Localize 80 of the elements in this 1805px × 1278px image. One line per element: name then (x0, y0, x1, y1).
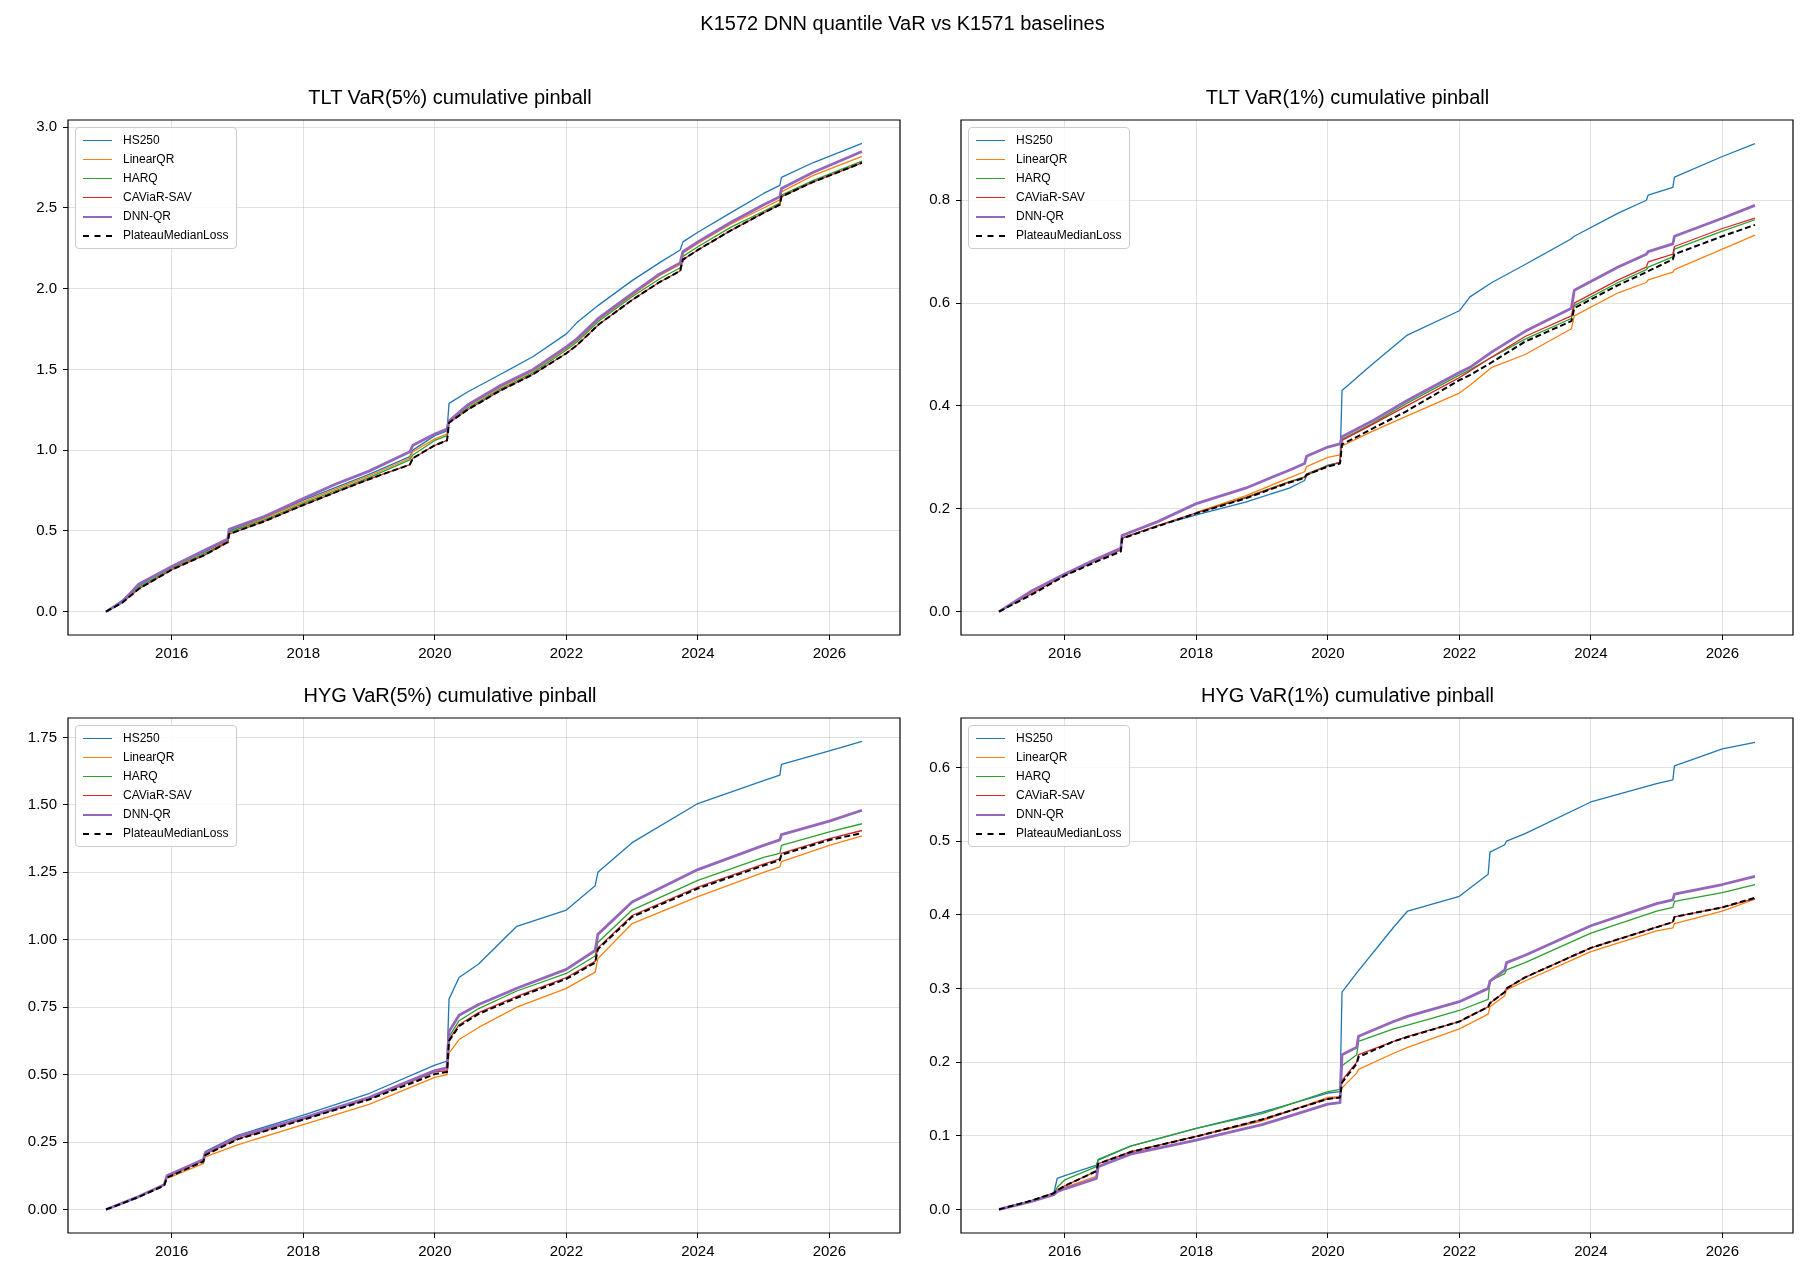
y-tick-label: 0.4 (929, 904, 950, 922)
x-tick-label: 2024 (1574, 1242, 1608, 1260)
x-tick-label: 2020 (418, 1242, 452, 1260)
legend-label: PlateauMedianLoss (1016, 825, 1122, 842)
legend-label: HARQ (1016, 170, 1051, 187)
y-tick-label: 0.6 (929, 293, 950, 311)
y-tick-label: 0.2 (929, 1052, 950, 1070)
x-tick-label: 2020 (418, 644, 452, 662)
y-tick-label: 1.75 (27, 727, 57, 745)
legend-label: DNN-QR (1016, 208, 1064, 225)
y-tick-label: 0.75 (27, 997, 57, 1015)
y-tick-label: 0.0 (929, 1199, 950, 1217)
legend-label: CAViaR-SAV (123, 189, 192, 206)
x-tick-label: 2016 (155, 644, 189, 662)
y-tick-label: 2.0 (36, 278, 57, 296)
legend-label: HARQ (123, 170, 158, 187)
legend-label: DNN-QR (123, 806, 171, 823)
y-tick-label: 1.00 (27, 929, 57, 947)
legend-label: HS250 (1016, 730, 1053, 747)
y-tick-label: 0.1 (929, 1125, 950, 1143)
x-tick-label: 2020 (1311, 1242, 1345, 1260)
x-tick-label: 2022 (549, 644, 584, 662)
x-tick-label: 2016 (155, 1242, 189, 1260)
y-tick-label: 0.4 (929, 396, 950, 414)
y-tick-label: 2.5 (36, 198, 57, 216)
x-tick-label: 2024 (1574, 644, 1608, 662)
y-tick-label: 3.0 (36, 117, 57, 135)
x-tick-label: 2026 (1705, 644, 1740, 662)
x-tick-label: 2026 (1705, 1242, 1740, 1260)
y-tick-label: 0.5 (929, 831, 950, 849)
y-tick-label: 0.2 (929, 498, 950, 516)
y-tick-label: 0.6 (929, 757, 950, 775)
x-tick-label: 2016 (1048, 1242, 1082, 1260)
y-tick-label: 0.3 (929, 978, 950, 996)
y-tick-label: 0.00 (27, 1199, 57, 1217)
y-tick-label: 1.5 (36, 359, 57, 377)
x-tick-label: 2024 (681, 644, 715, 662)
legend-label: HS250 (123, 730, 160, 747)
x-tick-label: 2022 (1442, 644, 1477, 662)
y-tick-label: 0.8 (929, 190, 950, 208)
x-tick-label: 2024 (681, 1242, 715, 1260)
y-tick-label: 0.0 (929, 601, 950, 619)
y-tick-label: 0.25 (27, 1132, 57, 1150)
x-tick-label: 2018 (286, 1242, 320, 1260)
chart-title: HYG VaR(1%) cumulative pinball (1200, 683, 1495, 706)
x-tick-label: 2026 (812, 644, 847, 662)
x-tick-label: 2018 (286, 644, 320, 662)
legend-label: CAViaR-SAV (1016, 189, 1085, 206)
x-tick-label: 2022 (549, 1242, 584, 1260)
x-tick-label: 2018 (1179, 644, 1213, 662)
y-tick-label: 0.0 (36, 601, 57, 619)
legend-label: HS250 (123, 132, 160, 149)
chart-title: HYG VaR(5%) cumulative pinball (303, 683, 597, 706)
legend-label: LinearQR (123, 749, 175, 766)
legend-label: CAViaR-SAV (123, 787, 192, 804)
y-tick-label: 1.25 (27, 862, 57, 880)
y-tick-label: 1.0 (36, 440, 57, 458)
x-tick-label: 2016 (1048, 644, 1082, 662)
text: K1572 DNN quantile VaR vs K1571 baselines (699, 11, 1106, 36)
legend-label: PlateauMedianLoss (1016, 227, 1122, 244)
legend-label: PlateauMedianLoss (123, 227, 229, 244)
x-tick-label: 2018 (1179, 1242, 1213, 1260)
y-tick-label: 0.5 (36, 521, 57, 539)
chart-title: TLT VaR(1%) cumulative pinball (1205, 85, 1490, 108)
legend-label: LinearQR (123, 151, 175, 168)
legend-label: DNN-QR (123, 208, 171, 225)
legend-label: HS250 (1016, 132, 1053, 149)
x-tick-label: 2022 (1442, 1242, 1477, 1260)
x-tick-label: 2020 (1311, 644, 1345, 662)
legend-label: HARQ (123, 768, 158, 785)
x-tick-label: 2026 (812, 1242, 847, 1260)
legend-label: LinearQR (1016, 151, 1068, 168)
y-tick-label: 0.50 (27, 1064, 57, 1082)
legend-label: PlateauMedianLoss (123, 825, 229, 842)
legend-label: HARQ (1016, 768, 1051, 785)
y-tick-label: 1.50 (27, 795, 57, 813)
chart-title: TLT VaR(5%) cumulative pinball (308, 85, 592, 108)
legend-label: DNN-QR (1016, 806, 1064, 823)
legend-label: CAViaR-SAV (1016, 787, 1085, 804)
legend-label: LinearQR (1016, 749, 1068, 766)
